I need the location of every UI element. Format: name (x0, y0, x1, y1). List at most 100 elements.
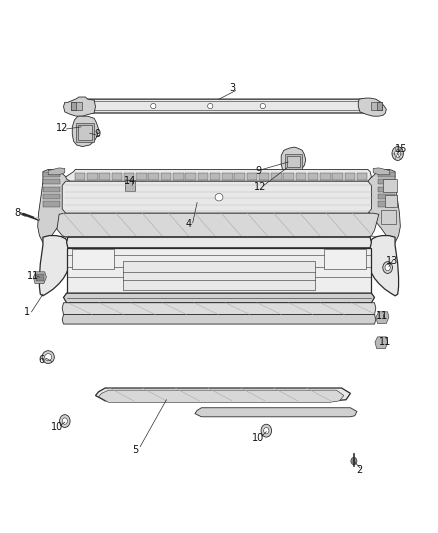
Polygon shape (72, 116, 99, 147)
Bar (320, 173, 331, 180)
Text: 10: 10 (51, 423, 63, 432)
Text: 9: 9 (94, 130, 100, 139)
Ellipse shape (62, 418, 67, 424)
Polygon shape (68, 99, 383, 113)
Bar (357, 173, 367, 180)
Polygon shape (64, 293, 374, 303)
Polygon shape (358, 98, 386, 116)
Bar (332, 173, 343, 180)
Polygon shape (195, 408, 357, 417)
Bar (287, 156, 300, 167)
Ellipse shape (45, 354, 52, 360)
Polygon shape (67, 248, 371, 293)
Polygon shape (66, 169, 371, 181)
Text: 8: 8 (14, 208, 21, 218)
Bar (259, 173, 269, 180)
Bar (173, 173, 184, 180)
Polygon shape (62, 314, 376, 324)
Bar (371, 102, 382, 110)
Bar (72, 249, 114, 269)
Bar (43, 172, 60, 177)
Polygon shape (368, 236, 399, 296)
Bar (36, 274, 44, 281)
Ellipse shape (395, 150, 401, 157)
Bar (43, 194, 60, 199)
Bar (87, 173, 98, 180)
Bar (75, 173, 85, 180)
Bar (99, 173, 110, 180)
Bar (378, 201, 395, 207)
Ellipse shape (60, 415, 70, 427)
Polygon shape (95, 388, 350, 401)
Text: 12: 12 (254, 182, 267, 191)
Bar (381, 210, 396, 224)
Polygon shape (38, 169, 75, 243)
Text: 12: 12 (56, 123, 68, 133)
Ellipse shape (260, 103, 265, 109)
Bar (378, 187, 395, 192)
Bar (71, 102, 76, 110)
Ellipse shape (151, 103, 156, 109)
Text: 14: 14 (124, 176, 137, 186)
Bar (234, 173, 245, 180)
Polygon shape (57, 213, 379, 237)
Text: 13: 13 (386, 256, 398, 266)
Bar (43, 201, 60, 207)
Ellipse shape (264, 427, 269, 434)
Text: 3: 3 (229, 83, 235, 93)
Bar (271, 173, 282, 180)
Bar (247, 173, 257, 180)
Bar (285, 154, 302, 169)
Bar (125, 180, 135, 191)
Polygon shape (39, 236, 70, 296)
Text: 10: 10 (252, 433, 265, 443)
Polygon shape (33, 272, 46, 284)
Bar (78, 125, 92, 140)
Ellipse shape (383, 262, 392, 273)
Bar (378, 194, 395, 199)
Bar (378, 172, 395, 177)
Polygon shape (67, 237, 371, 248)
Text: 15: 15 (395, 144, 407, 154)
Ellipse shape (385, 264, 390, 271)
Text: 9: 9 (255, 166, 261, 175)
Polygon shape (363, 169, 400, 243)
Polygon shape (281, 147, 306, 174)
Text: 11: 11 (379, 337, 392, 347)
Polygon shape (99, 390, 344, 402)
Text: 5: 5 (133, 446, 139, 455)
Text: 11: 11 (27, 271, 39, 281)
Bar (123, 261, 315, 290)
Ellipse shape (215, 193, 223, 201)
Bar (71, 102, 82, 110)
Ellipse shape (42, 351, 54, 364)
Polygon shape (373, 168, 390, 175)
Polygon shape (64, 97, 95, 116)
Bar (222, 173, 233, 180)
Text: 1: 1 (24, 307, 30, 317)
Bar (161, 173, 171, 180)
Bar (378, 179, 395, 184)
Polygon shape (48, 168, 65, 175)
Ellipse shape (208, 103, 213, 109)
Bar (210, 173, 220, 180)
Bar (385, 195, 397, 207)
Bar (324, 249, 366, 269)
Bar (43, 187, 60, 192)
Text: 6: 6 (39, 355, 45, 365)
Ellipse shape (261, 424, 272, 437)
Text: 11: 11 (376, 311, 388, 320)
Polygon shape (375, 337, 388, 349)
Polygon shape (62, 181, 371, 213)
Ellipse shape (351, 457, 357, 465)
Bar (283, 173, 294, 180)
Text: 4: 4 (185, 219, 191, 229)
Bar (76, 123, 94, 142)
Bar (345, 173, 355, 180)
Bar (136, 173, 147, 180)
Polygon shape (376, 312, 389, 324)
Polygon shape (62, 303, 376, 314)
Bar (43, 179, 60, 184)
Bar (308, 173, 318, 180)
Bar (296, 173, 306, 180)
